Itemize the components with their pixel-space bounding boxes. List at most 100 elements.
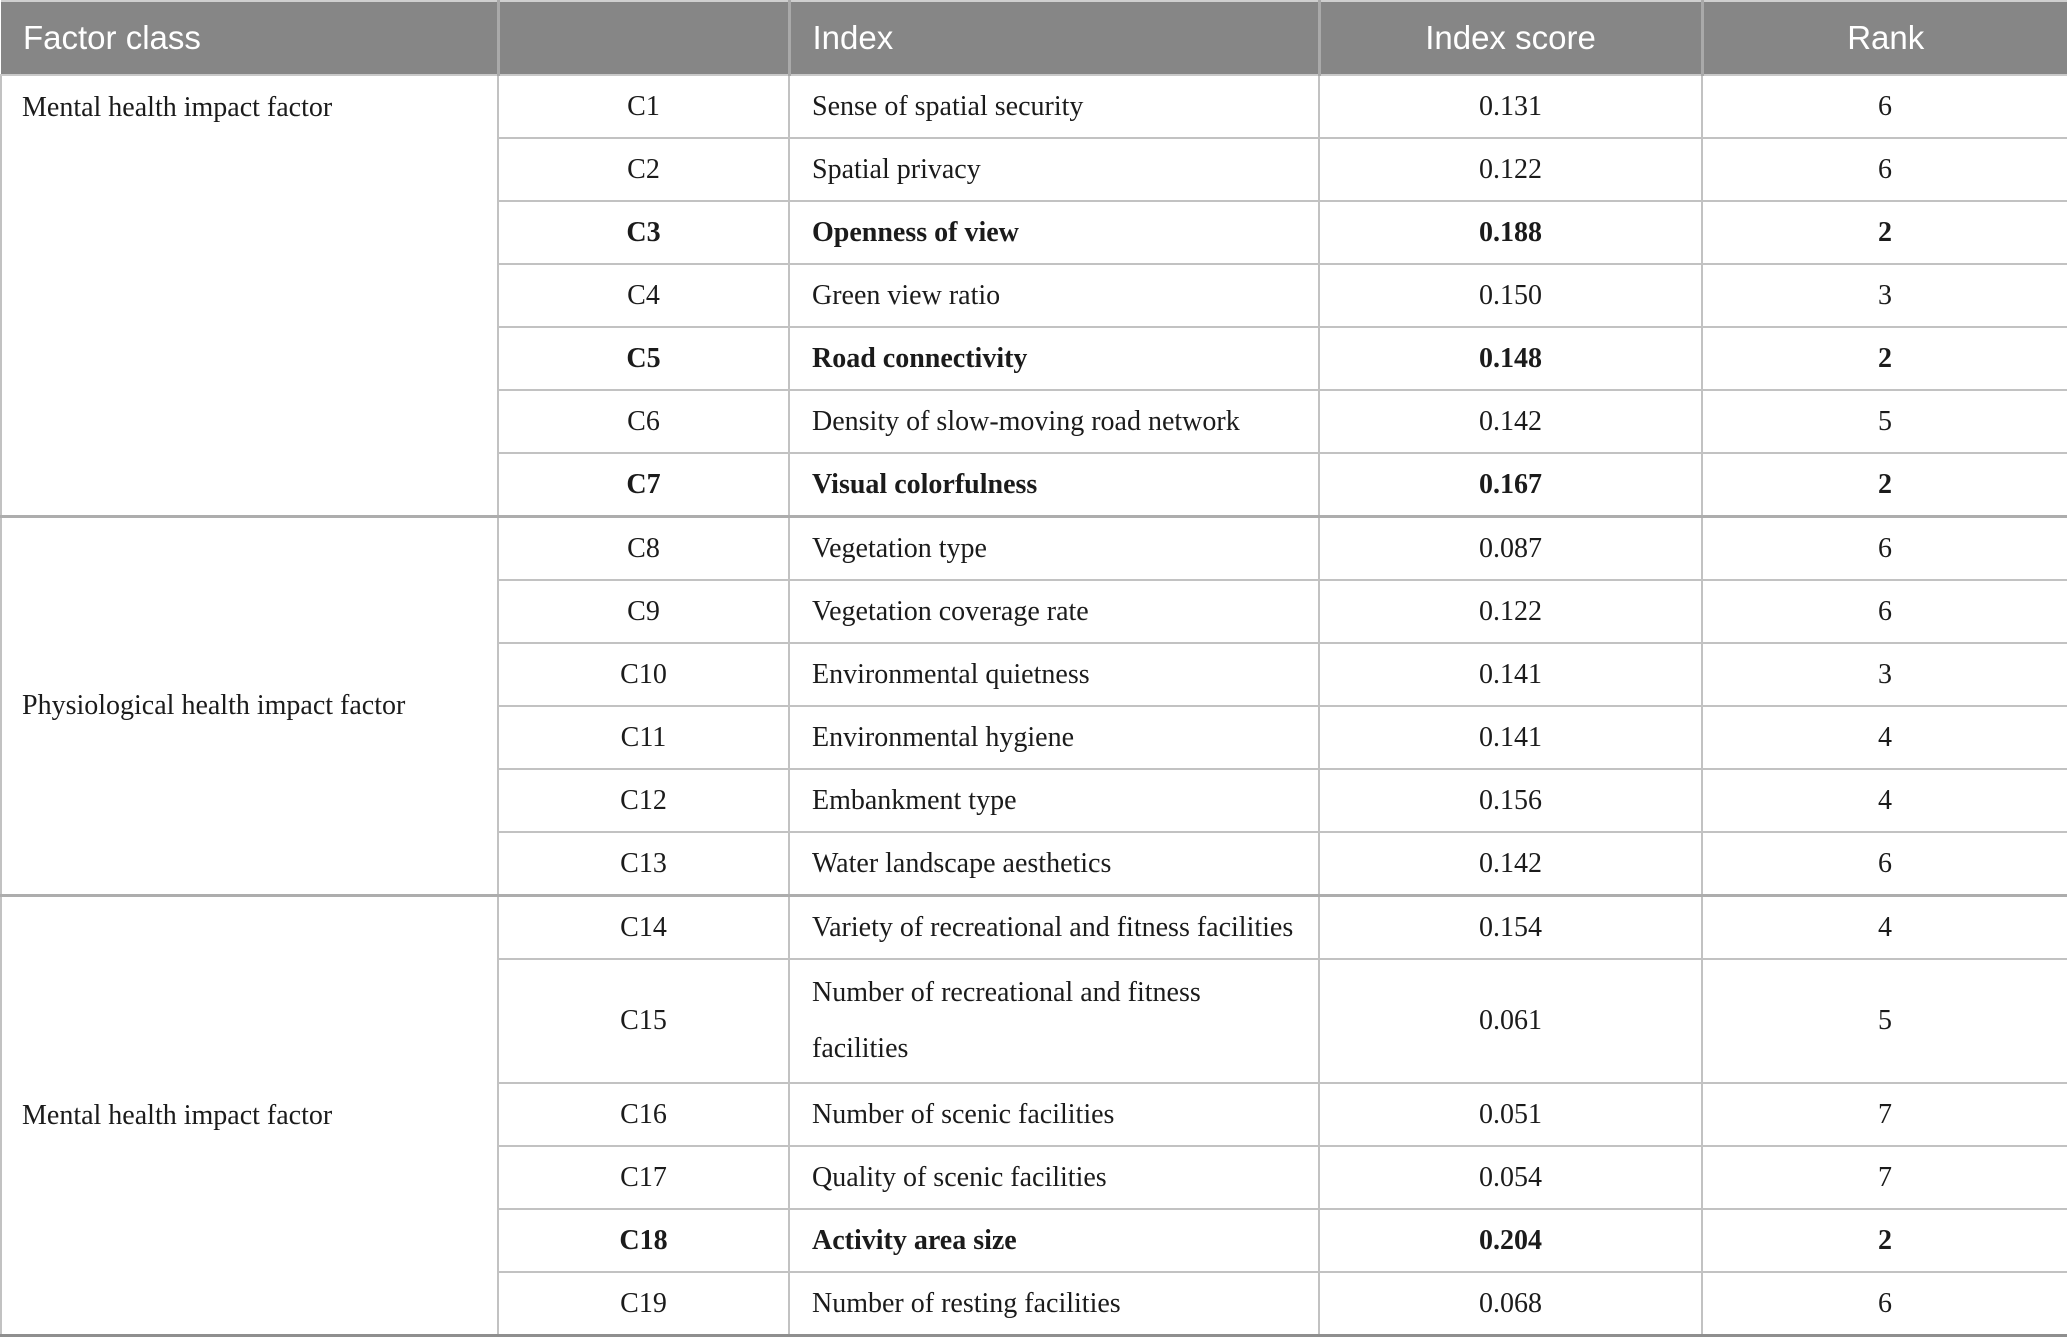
index-score-cell: 0.087 <box>1318 516 1703 581</box>
index-name-cell: Spatial privacy <box>788 138 1320 202</box>
index-score-cell: 0.068 <box>1318 1272 1703 1337</box>
table-row: C19 Number of resting facilities 0.068 6 <box>1 1272 2067 1337</box>
index-score-cell: 0.054 <box>1318 1146 1703 1210</box>
table-row: Physiological health impact factor C8 Vege… <box>0 516 2067 897</box>
index-name-cell: Density of slow-moving road network <box>788 390 1320 454</box>
table-row: C11 Environmental hygiene 0.141 4 <box>1 706 2067 770</box>
index-name-cell: Environmental quietness <box>788 643 1320 707</box>
table-row: C13 Water landscape aesthetics 0.142 6 <box>1 832 2067 897</box>
index-code-cell: C12 <box>497 769 790 833</box>
rank-cell: 6 <box>1701 832 2067 897</box>
index-code-cell: C6 <box>497 390 790 454</box>
rank-cell: 2 <box>1701 453 2067 518</box>
index-code-cell: C19 <box>497 1272 790 1337</box>
index-name-cell: Embankment type <box>788 769 1320 833</box>
header-rank: Rank <box>1700 0 2067 76</box>
index-name-cell: Quality of scenic facilities <box>788 1146 1320 1210</box>
table-row: C12 Embankment type 0.156 4 <box>1 769 2067 833</box>
index-code-cell: C15 <box>497 959 790 1084</box>
rank-cell: 4 <box>1701 895 2067 960</box>
rank-cell: 6 <box>1701 1272 2067 1337</box>
index-code-cell: C17 <box>497 1146 790 1210</box>
index-name-cell: Vegetation coverage rate <box>788 580 1320 644</box>
table-row: Mental health impact factor C14 Variety of… <box>0 895 2067 1337</box>
index-score-cell: 0.122 <box>1318 138 1703 202</box>
index-score-cell: 0.188 <box>1318 201 1703 265</box>
index-name-cell: Water landscape aesthetics <box>788 832 1320 897</box>
table-row: C6 Density of slow-moving road network 0.1… <box>1 390 2067 454</box>
index-code-cell: C9 <box>497 580 790 644</box>
index-code-cell: C14 <box>497 895 790 960</box>
rank-cell: 5 <box>1701 390 2067 454</box>
index-score-cell: 0.150 <box>1318 264 1703 328</box>
index-name-cell: Activity area size <box>788 1209 1320 1273</box>
index-score-cell: 0.167 <box>1318 453 1703 518</box>
table-row: C15 Number of recreational and fitness fa… <box>1 959 2067 1084</box>
index-code-cell: C11 <box>497 706 790 770</box>
table-row: Mental health impact factor C1 Sense of sp… <box>0 75 2067 518</box>
index-name-cell: Number of recreational and fitness facil… <box>788 959 1320 1084</box>
index-code-cell: C16 <box>497 1083 790 1147</box>
factor-class-cell: Mental health impact factor <box>0 895 499 1337</box>
rank-cell: 7 <box>1701 1146 2067 1210</box>
table-row: C5 Road connectivity 0.148 2 <box>1 327 2067 391</box>
factor-class-cell: Mental health impact factor <box>0 75 499 518</box>
index-code-cell: C4 <box>497 264 790 328</box>
rank-cell: 6 <box>1701 516 2067 581</box>
table-row: C9 Vegetation coverage rate 0.122 6 <box>1 580 2067 644</box>
rank-cell: 3 <box>1701 643 2067 707</box>
table-row: C3 Openness of view 0.188 2 <box>1 201 2067 265</box>
index-score-cell: 0.154 <box>1318 895 1703 960</box>
header-factor-class: Factor class <box>1 0 498 76</box>
index-score-cell: 0.141 <box>1318 706 1703 770</box>
rank-cell: 2 <box>1701 327 2067 391</box>
header-index: Index <box>787 0 1319 76</box>
index-name-cell: Variety of recreational and fitness faci… <box>788 895 1320 960</box>
rank-cell: 5 <box>1701 959 2067 1084</box>
index-code-cell: C8 <box>497 516 790 581</box>
index-name-cell: Green view ratio <box>788 264 1320 328</box>
index-name-cell: Sense of spatial security <box>788 75 1320 139</box>
table-header-row: Factor class Index Index score Rank <box>1 0 2067 76</box>
index-code-cell: C18 <box>497 1209 790 1273</box>
index-code-cell: C10 <box>497 643 790 707</box>
rank-cell: 2 <box>1701 1209 2067 1273</box>
index-code-cell: C1 <box>497 75 790 139</box>
rank-cell: 4 <box>1701 706 2067 770</box>
factor-class-cell: Physiological health impact factor <box>0 516 499 897</box>
index-score-cell: 0.204 <box>1318 1209 1703 1273</box>
index-code-cell: C7 <box>497 453 790 518</box>
table-row: C7 Visual colorfulness 0.167 2 <box>1 453 2067 518</box>
table-row: C18 Activity area size 0.204 2 <box>1 1209 2067 1273</box>
rank-cell: 7 <box>1701 1083 2067 1147</box>
table-body: Mental health impact factor C1 Sense of sp… <box>0 75 2067 1337</box>
header-code <box>496 0 789 76</box>
rank-cell: 6 <box>1701 75 2067 139</box>
rank-cell: 6 <box>1701 138 2067 202</box>
table-row: C4 Green view ratio 0.150 3 <box>1 264 2067 328</box>
table-row: C17 Quality of scenic facilities 0.054 7 <box>1 1146 2067 1210</box>
index-score-cell: 0.156 <box>1318 769 1703 833</box>
index-score-cell: 0.061 <box>1318 959 1703 1084</box>
index-score-cell: 0.051 <box>1318 1083 1703 1147</box>
index-code-cell: C13 <box>497 832 790 897</box>
rank-cell: 2 <box>1701 201 2067 265</box>
table-row: C10 Environmental quietness 0.141 3 <box>1 643 2067 707</box>
index-name-cell: Number of resting facilities <box>788 1272 1320 1337</box>
index-name-cell: Visual colorfulness <box>788 453 1320 518</box>
index-name-cell: Vegetation type <box>788 516 1320 581</box>
index-score-cell: 0.122 <box>1318 580 1703 644</box>
index-score-cell: 0.131 <box>1318 75 1703 139</box>
index-score-cell: 0.141 <box>1318 643 1703 707</box>
index-score-cell: 0.142 <box>1318 390 1703 454</box>
index-score-cell: 0.142 <box>1318 832 1703 897</box>
index-name-cell: Number of scenic facilities <box>788 1083 1320 1147</box>
rank-cell: 6 <box>1701 580 2067 644</box>
index-code-cell: C5 <box>497 327 790 391</box>
header-index-score: Index score <box>1317 0 1702 76</box>
index-code-cell: C2 <box>497 138 790 202</box>
rank-cell: 3 <box>1701 264 2067 328</box>
index-code-cell: C3 <box>497 201 790 265</box>
